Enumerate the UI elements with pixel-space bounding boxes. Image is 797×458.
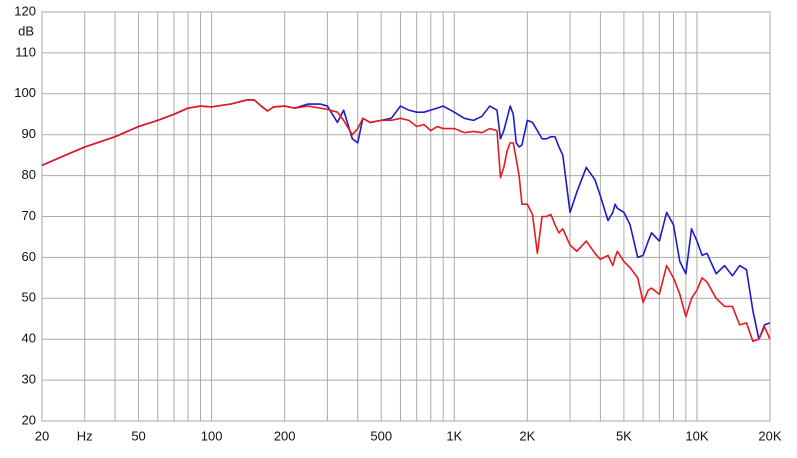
y-tick-label: 120 bbox=[14, 3, 36, 18]
series-line bbox=[41, 99, 771, 343]
x-tick-label: 20K bbox=[758, 428, 781, 443]
y-tick-label: 90 bbox=[22, 126, 36, 141]
y-tick-label: 60 bbox=[22, 249, 36, 264]
y-tick-label: 110 bbox=[15, 44, 36, 59]
x-tick-label: 10K bbox=[685, 428, 708, 443]
x-tick-label: 1K bbox=[446, 428, 462, 443]
y-axis-label: dB bbox=[18, 23, 34, 38]
x-tick-label: Hz bbox=[77, 428, 93, 443]
y-tick-label: 20 bbox=[22, 412, 36, 427]
x-tick-label: 5K bbox=[616, 428, 632, 443]
x-tick-label: 2K bbox=[519, 428, 535, 443]
x-tick-label: 200 bbox=[274, 428, 296, 443]
x-tick-label: 20 bbox=[35, 428, 49, 443]
x-tick-label: 50 bbox=[131, 428, 145, 443]
x-tick-label: 100 bbox=[201, 428, 223, 443]
y-tick-label: 30 bbox=[22, 372, 36, 387]
y-tick-label: 70 bbox=[22, 208, 36, 223]
y-tick-label: 50 bbox=[22, 290, 36, 305]
y-tick-label: 80 bbox=[22, 167, 36, 182]
y-tick-label: 40 bbox=[22, 331, 36, 346]
y-tick-label: 100 bbox=[14, 85, 36, 100]
x-tick-label: 500 bbox=[370, 428, 392, 443]
